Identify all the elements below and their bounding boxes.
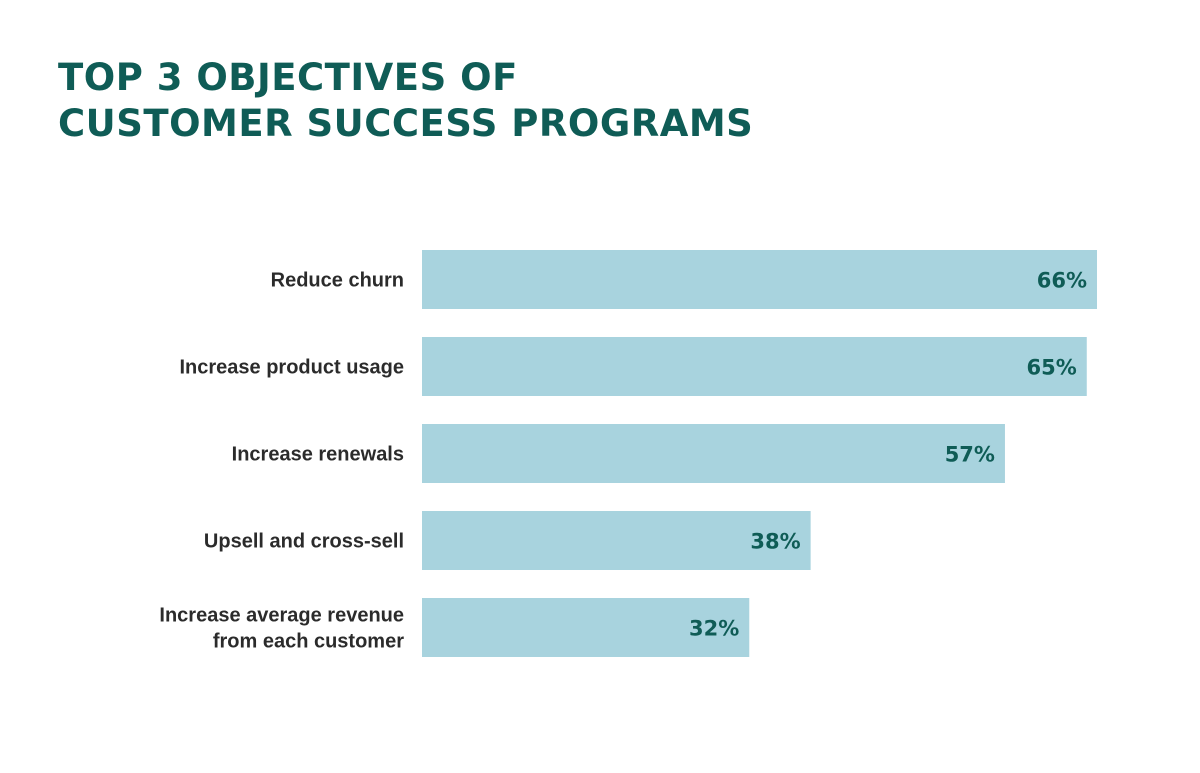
bar-group: 65% Increase product usage: [179, 337, 1087, 396]
category-label-line: from each customer: [213, 631, 404, 653]
category-label-line: Increase product usage: [179, 357, 404, 379]
category-label-line: Upsell and cross-sell: [204, 531, 404, 553]
bar-value-label: 32%: [689, 617, 739, 641]
bar-group: 32% Increase average revenue from each cus…: [159, 598, 750, 657]
category-label: Increase average revenue from each custom…: [159, 605, 404, 653]
bar: [422, 511, 811, 570]
bar-group: 38% Upsell and cross-sell: [204, 511, 811, 570]
bar-value-label: 65%: [1027, 356, 1077, 380]
category-label: Reduce churn: [271, 270, 404, 292]
bar: [422, 424, 1005, 483]
bar: [422, 337, 1087, 396]
bar-value-label: 38%: [750, 530, 800, 554]
bar-group: 66% Reduce churn: [271, 250, 1097, 309]
category-label-line: Increase renewals: [232, 444, 404, 466]
bar: [422, 598, 750, 657]
category-label: Increase renewals: [232, 444, 404, 466]
category-label-line: Increase average revenue: [159, 605, 404, 627]
bar: [422, 250, 1097, 309]
chart-title: TOP 3 OBJECTIVES OF CUSTOMER SUCCESS PRO…: [58, 56, 754, 145]
bar-value-label: 57%: [945, 443, 995, 467]
category-label: Increase product usage: [179, 357, 404, 379]
category-label-line: Reduce churn: [271, 270, 404, 292]
bar-group: 57% Increase renewals: [232, 424, 1005, 483]
bar-value-label: 66%: [1037, 269, 1087, 293]
category-label: Upsell and cross-sell: [204, 531, 404, 553]
